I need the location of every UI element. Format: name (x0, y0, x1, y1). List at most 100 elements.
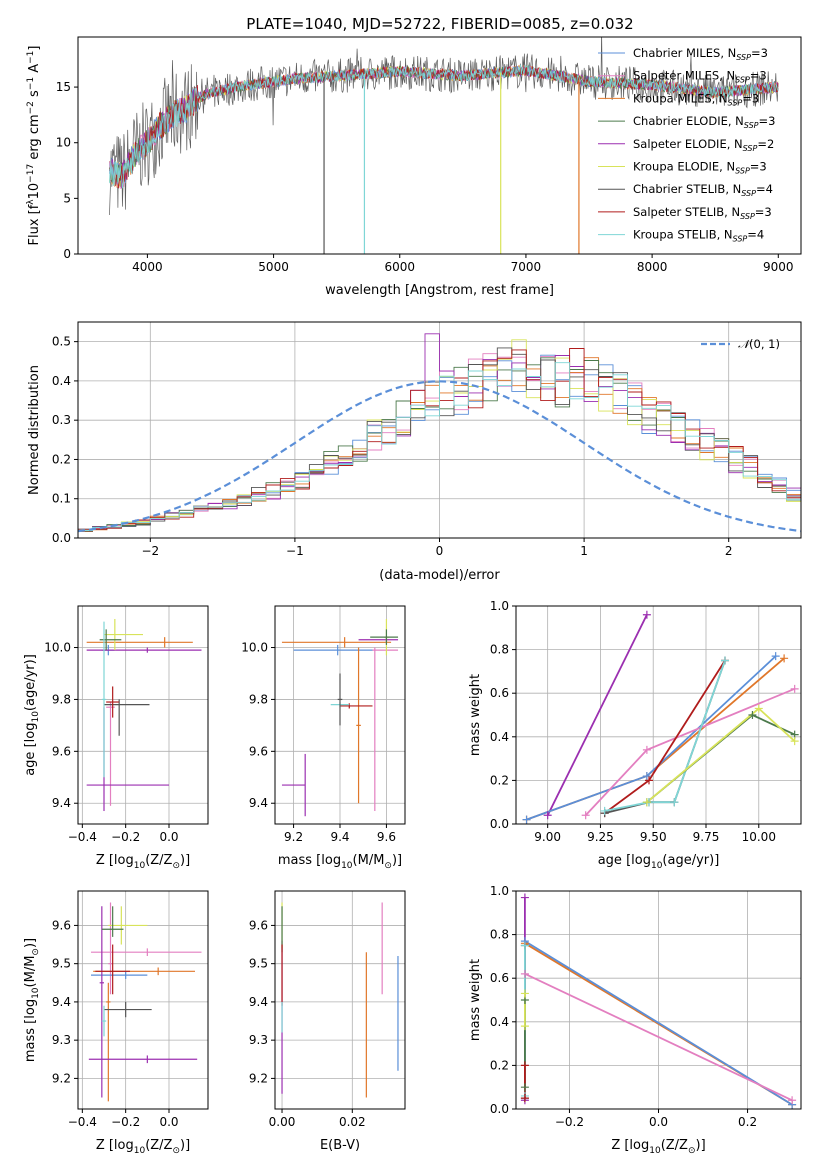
y-tick-label: 0.0 (490, 1102, 509, 1116)
normal-curve (78, 380, 801, 533)
legend-entry: Kroupa STELIB, NSSP=4 (633, 228, 764, 244)
legend-entry: Kroupa MILES, NSSP=3 (633, 91, 759, 107)
x-tick-label: −2 (141, 544, 159, 558)
x-tick-label: 0.2 (738, 1115, 757, 1129)
x-axis-label: Z [log10(Z/Z⊙)] (96, 1138, 190, 1156)
x-tick-label: 4000 (132, 260, 163, 274)
figure-title: PLATE=1040, MJD=52722, FIBERID=0085, z=0… (246, 15, 633, 33)
series-line-salpeter-miles (524, 972, 793, 1102)
plus-marker (642, 772, 651, 781)
legend-entry: Chabrier ELODIE, NSSP=3 (633, 114, 775, 130)
y-axis-label: mass weight (468, 674, 483, 756)
x-axis-label: Z [log10(Z/Z⊙)] (96, 853, 190, 871)
y-tick-label: 0.8 (490, 643, 509, 657)
plot-area (281, 902, 399, 1098)
y-tick-label: 9.5 (249, 957, 268, 971)
plot-area (88, 902, 202, 1102)
axes-frame (77, 321, 802, 539)
y-tick-label: 0.3 (52, 413, 71, 427)
series-line-chabrier-elodie (646, 713, 796, 803)
y-tick-label: 0.4 (52, 374, 71, 388)
spectrum-line-kroupa-stelib (109, 63, 779, 189)
x-tick-label: 9000 (763, 260, 794, 274)
series-line-salpeter-miles (585, 687, 796, 816)
age-vs-metallicity-panel: −0.4 −0.2 0.0 9.4 9.6 9.8 10.0 Z [log10(Z/Z⊙)] a… (23, 605, 209, 871)
y-axis-label: mass weight (468, 959, 483, 1041)
y-tick-label: 9.6 (52, 918, 71, 932)
residuals-panel: −2 −1 0 1 2 0.0 0.1 0.2 0.3 0.4 0.5 (data-model)/er… (27, 321, 802, 583)
plus-marker (771, 652, 780, 661)
legend-entry: 𝒩(0, 1) (738, 337, 780, 351)
x-tick-label: 7000 (511, 260, 542, 274)
axes-frame (515, 890, 802, 1110)
plot-area (78, 333, 801, 538)
plus-marker (642, 745, 651, 754)
x-tick-label: 5000 (258, 260, 289, 274)
x-axis-label: E(B-V) (320, 1138, 360, 1153)
plus-marker (520, 1083, 529, 1092)
x-axis-label: (data-model)/error (379, 568, 500, 583)
plus-marker (780, 654, 789, 663)
legend-entry: Kroupa ELODIE, NSSP=3 (633, 160, 767, 176)
y-tick-label: 0.8 (490, 928, 509, 942)
plus-marker (520, 893, 529, 902)
y-tick-label: 9.5 (52, 957, 71, 971)
y-tick-label: 15 (56, 80, 71, 94)
y-tick-label: 0.5 (52, 335, 71, 349)
y-tick-label: 9.4 (52, 995, 71, 1009)
series-line-chabrier-miles (526, 655, 777, 821)
plus-marker (721, 656, 729, 665)
plus-marker (600, 806, 609, 815)
plus-marker (788, 1096, 797, 1105)
x-axis-label: Z [log10(Z/Z⊙)] (611, 1138, 705, 1156)
y-tick-label: 9.4 (52, 796, 71, 810)
x-tick-label: 9.4 (330, 830, 349, 844)
y-axis-label: Normed distribution (27, 365, 42, 495)
plus-marker (581, 811, 590, 820)
legend-entry: Salpeter ELODIE, NSSP=2 (633, 137, 774, 153)
axes-frame (77, 890, 209, 1110)
plus-marker (748, 711, 757, 719)
age-vs-mass-panel: 9.2 9.4 9.6 9.4 9.6 9.8 10.0 mass [log10(M/M⊙)] (241, 605, 406, 871)
x-axis-label: mass [log10(M/M⊙)] (278, 853, 402, 871)
legend-entry: Salpeter MILES, NSSP=3 (633, 69, 767, 85)
histogram-chabrier-stelib (78, 347, 801, 538)
plot-area (281, 618, 399, 817)
x-tick-label: 0.00 (269, 1115, 296, 1129)
x-tick-label: 6000 (384, 260, 415, 274)
plus-marker (790, 737, 799, 746)
x-tick-label: −0.2 (555, 1115, 584, 1129)
x-tick-label: 9.2 (284, 830, 303, 844)
plus-marker (642, 798, 651, 807)
legend-entry: Salpeter STELIB, NSSP=3 (633, 205, 772, 221)
y-tick-label: 1.0 (490, 884, 509, 898)
y-tick-label: 0.1 (52, 492, 71, 506)
x-tick-label: 0.0 (159, 1115, 178, 1129)
axes-frame (515, 605, 802, 825)
spectrum-line-salpeter-stelib (109, 65, 779, 189)
plus-marker (520, 1094, 529, 1103)
x-tick-label: 9.50 (640, 830, 667, 844)
x-tick-label: 8000 (637, 260, 668, 274)
x-tick-label: 9.6 (377, 830, 396, 844)
x-tick-label: −0.2 (111, 830, 140, 844)
x-tick-label: −0.4 (68, 830, 97, 844)
y-tick-label: 0 (63, 247, 71, 261)
plus-marker (754, 704, 763, 713)
x-axis-label: wavelength [Angstrom, rest frame] (325, 283, 554, 298)
x-tick-label: 9.00 (534, 830, 561, 844)
plot-area (109, 37, 779, 254)
axes-frame (77, 605, 209, 825)
y-tick-label: 9.2 (249, 1071, 268, 1085)
histogram-kroupa-elodie (78, 339, 801, 538)
massweight-vs-metallicity-panel: −0.2 0.0 0.2 0.0 0.2 0.4 0.6 0.8 1.0 Z [log10(Z/Z… (468, 884, 802, 1156)
y-tick-label: 9.8 (249, 692, 268, 706)
x-axis-label: age [log10(age/yr)] (598, 853, 720, 871)
mass-vs-ebv-panel: 0.00 0.02 9.2 9.3 9.4 9.5 9.6 E(B-V) (249, 890, 406, 1153)
series-line-kroupa-stelib (604, 660, 726, 812)
legend-entry: Chabrier MILES, NSSP=3 (633, 46, 768, 62)
y-tick-label: 10.0 (44, 641, 71, 655)
histogram-salpeter-stelib (78, 348, 801, 538)
plus-marker (642, 610, 651, 619)
plot-area (86, 618, 202, 812)
